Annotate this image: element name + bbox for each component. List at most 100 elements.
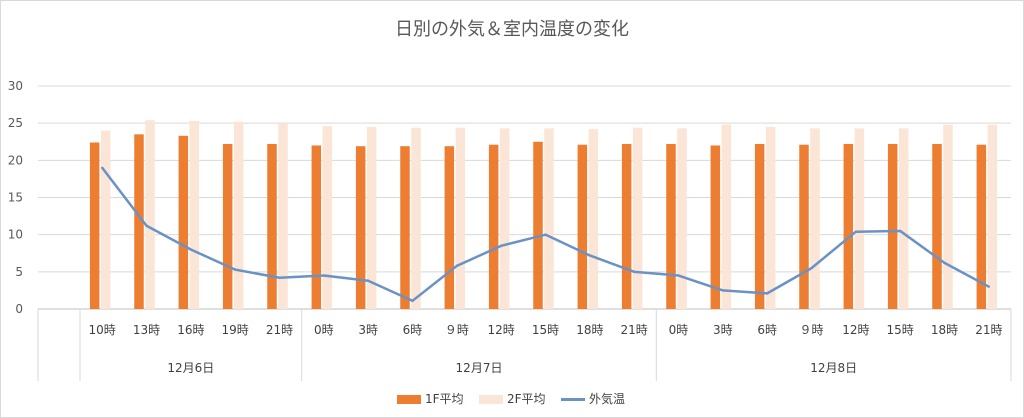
bar-1f: [754, 143, 765, 309]
bar-2f: [721, 124, 732, 309]
x-tick-label: 0時: [669, 323, 689, 337]
bar-1f: [134, 134, 144, 309]
bar-2f: [145, 120, 155, 310]
line-point: [810, 266, 813, 270]
bar-1f: [355, 146, 366, 309]
x-tick-label: 18時: [931, 323, 958, 337]
line-point: [499, 244, 503, 248]
group-label: 12月8日: [810, 361, 857, 375]
bar-2f: [544, 128, 554, 309]
y-tick-label: 5: [15, 265, 23, 279]
x-tick-label: 12時: [488, 323, 515, 337]
y-axis: 0 5 10 15 20 25 30: [8, 79, 23, 316]
group-label: 12月6日: [167, 361, 214, 375]
bar-2f: [499, 128, 510, 309]
legend-label: 1F平均: [425, 392, 464, 406]
bar-1f: [533, 141, 543, 309]
line-point: [278, 276, 281, 279]
line-series: [100, 166, 991, 303]
bar-1f: [976, 144, 987, 309]
bar-1f: [799, 144, 809, 309]
bar-1f: [89, 142, 100, 309]
bar-2f: [987, 124, 998, 309]
line-point: [189, 248, 193, 251]
x-tick-label: 21時: [975, 323, 1002, 337]
bar-1f: [488, 144, 499, 309]
y-tick-label: 15: [8, 191, 23, 205]
x-axis: 10時 13時 16時 19時 21時 0時 3時 6時 ９時 12時 15時 18時 21時 0時 3時 6…: [37, 309, 1012, 381]
bar-2f: [322, 126, 333, 309]
line-point: [588, 254, 592, 257]
bar-1f: [311, 145, 322, 309]
bars: [89, 120, 998, 310]
x-tick-label: 0時: [314, 323, 334, 337]
x-tick-label: ９時: [799, 323, 823, 337]
bar-2f: [366, 126, 377, 309]
bar-1f: [267, 143, 277, 309]
x-tick-label: 6時: [757, 323, 777, 337]
legend-label: 外気温: [589, 391, 625, 406]
line-point: [721, 289, 725, 292]
bar-1f: [621, 143, 632, 309]
legend-swatch: [397, 395, 421, 404]
bar-2f: [854, 128, 865, 309]
line-point: [233, 268, 237, 271]
x-tick-label: 15時: [532, 323, 559, 337]
x-tick-label: 21時: [621, 323, 648, 337]
bar-1f: [577, 144, 588, 309]
line-point: [632, 270, 636, 274]
x-tick-label: 10時: [89, 323, 116, 337]
x-tick-label: 3時: [713, 323, 733, 337]
x-tick-label: 19時: [222, 323, 249, 337]
x-tick-label: 6時: [403, 323, 423, 337]
legend: 1F平均 2F平均 外気温: [397, 391, 625, 406]
y-tick-label: 25: [8, 116, 23, 130]
y-tick-label: 20: [8, 153, 23, 167]
x-tick-label: 13時: [133, 323, 160, 337]
legend-swatch: [479, 395, 503, 404]
bar-1f: [444, 146, 455, 309]
y-tick-label: 30: [8, 79, 23, 93]
legend-label: 2F平均: [507, 392, 546, 406]
bar-1f: [178, 135, 189, 309]
bar-1f: [843, 143, 854, 309]
line-point: [677, 274, 680, 277]
x-tick-label: 3時: [358, 323, 378, 337]
x-tick-label: ９時: [445, 323, 469, 337]
x-tick-label: 12時: [842, 323, 869, 337]
bar-2f: [588, 129, 599, 309]
bar-2f: [943, 124, 953, 309]
bar-2f: [677, 128, 687, 309]
bar-2f: [411, 127, 421, 309]
x-tick-label: 15時: [887, 323, 914, 337]
bar-2f: [233, 121, 244, 310]
bar-2f: [898, 128, 909, 309]
y-tick-label: 0: [15, 302, 23, 316]
line-point: [898, 229, 902, 233]
chart-title: 日別の外気＆室内温度の変化: [395, 19, 629, 40]
line-point: [455, 264, 459, 268]
line-point: [943, 261, 946, 265]
group-label: 12月7日: [456, 361, 503, 375]
bar-2f: [100, 130, 111, 309]
bar-2f: [189, 120, 200, 309]
bar-1f: [710, 145, 721, 309]
x-tick-label: 16時: [177, 323, 204, 337]
bar-1f: [932, 143, 942, 309]
gridlines: [38, 85, 1011, 310]
bar-1f: [666, 143, 676, 309]
bar-1f: [887, 143, 898, 309]
x-tick-label: 18時: [576, 323, 603, 337]
bar-2f: [632, 127, 643, 309]
bar-2f: [455, 127, 466, 309]
line-point: [987, 285, 991, 288]
line-point: [366, 279, 370, 282]
line-point: [854, 230, 858, 233]
y-tick-label: 10: [8, 228, 23, 242]
bar-1f: [400, 146, 410, 309]
bar-1f: [222, 143, 233, 309]
line-point: [411, 299, 414, 303]
line-point: [544, 233, 547, 236]
